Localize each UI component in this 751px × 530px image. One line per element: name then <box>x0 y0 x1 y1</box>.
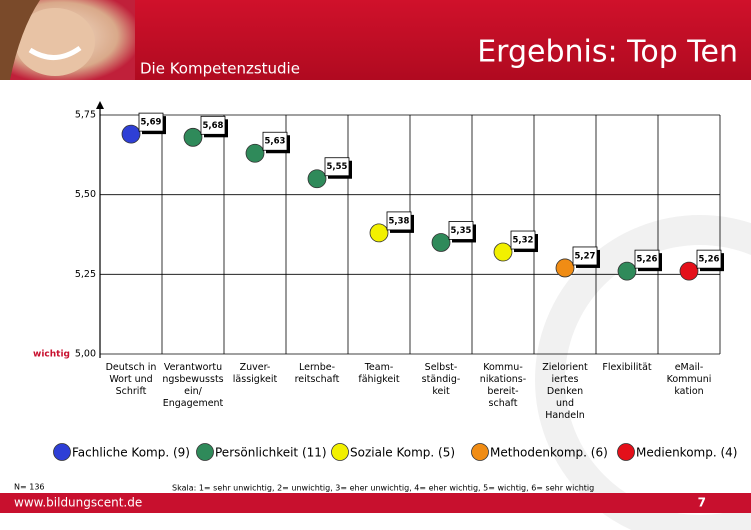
y-tick-label: 5,00 <box>75 349 96 360</box>
value-label: 5,55 <box>327 162 348 172</box>
value-label: 5,68 <box>203 121 224 131</box>
x-tick-label: Zielorient iertes Denken und Handeln <box>542 362 588 421</box>
value-label: 5,38 <box>389 216 410 226</box>
photo-hair <box>0 0 40 80</box>
value-label: 5,32 <box>513 236 534 246</box>
data-point <box>369 223 389 243</box>
value-label: 5,27 <box>575 251 596 261</box>
y-tick-label: 5,75 <box>75 110 96 121</box>
legend-label: Persönlichkeit (11) <box>215 446 327 460</box>
y-tick-label: 5,25 <box>75 269 96 280</box>
data-point <box>679 261 699 281</box>
value-label-box <box>510 230 536 250</box>
y-tick-label: 5,50 <box>75 189 96 200</box>
photo-smile <box>28 45 82 60</box>
legend-marker <box>331 443 349 461</box>
legend-label: Soziale Komp. (5) <box>350 446 455 460</box>
legend-marker <box>196 443 214 461</box>
legend-marker <box>53 443 71 461</box>
legend-label: Methodenkomp. (6) <box>490 446 608 460</box>
value-label-box <box>324 157 350 177</box>
legend-marker <box>471 443 489 461</box>
data-point <box>183 127 203 147</box>
value-label-box <box>386 211 412 231</box>
legend-marker <box>617 443 635 461</box>
data-point <box>431 233 451 252</box>
x-tick-label: Lernbe- reitschaft <box>294 362 340 385</box>
sample-size: N= 136 <box>14 483 45 492</box>
y-annotation: wichtig <box>33 350 70 360</box>
x-tick-label: Kommu- nikations- bereit- schaft <box>479 362 527 409</box>
x-tick-label: Flexibilität <box>602 362 652 373</box>
value-label-box <box>448 221 474 240</box>
x-tick-label: Deutsch in Wort und Schrift <box>105 362 157 397</box>
value-label-box <box>634 249 660 269</box>
data-point <box>121 124 141 144</box>
value-label: 5,63 <box>265 137 286 147</box>
value-label: 5,35 <box>451 226 472 236</box>
page-number: 7 <box>698 496 706 510</box>
x-tick-label: Zuver- lässigkeit <box>232 362 278 385</box>
photo-face <box>15 8 95 76</box>
footer-url: www.bildungscent.de <box>14 496 142 510</box>
value-label-box <box>138 112 164 132</box>
value-label-box <box>200 115 226 135</box>
value-label-box <box>262 131 288 151</box>
data-point <box>493 242 513 262</box>
value-label: 5,69 <box>141 118 162 128</box>
x-tick-label: Team- fähigkeit <box>358 362 400 385</box>
data-point <box>617 261 637 281</box>
x-tick-label: eMail- Kommuni kation <box>666 362 712 397</box>
x-tick-label: Selbst- ständig- keit <box>421 362 461 397</box>
legend-label: Medienkomp. (4) <box>636 446 737 460</box>
subtitle: Die Kompetenzstudie <box>140 60 300 78</box>
data-point <box>307 169 327 189</box>
value-label-box <box>696 249 722 269</box>
y-axis-arrow <box>96 101 104 109</box>
value-label: 5,26 <box>637 255 658 265</box>
scale-note: Skala: 1= sehr unwichtig, 2= unwichtig, … <box>172 484 594 493</box>
slide-title: Ergebnis: Top Ten <box>477 35 738 70</box>
data-point <box>245 143 265 163</box>
value-label-box <box>572 246 598 266</box>
watermark <box>535 215 751 530</box>
legend-label: Fachliche Komp. (9) <box>72 446 190 460</box>
x-tick-label: Verantwortu ngsbewussts ein/ Engagement <box>162 362 224 409</box>
footer-band <box>0 493 751 513</box>
data-point <box>555 258 575 278</box>
value-label: 5,26 <box>699 255 720 265</box>
